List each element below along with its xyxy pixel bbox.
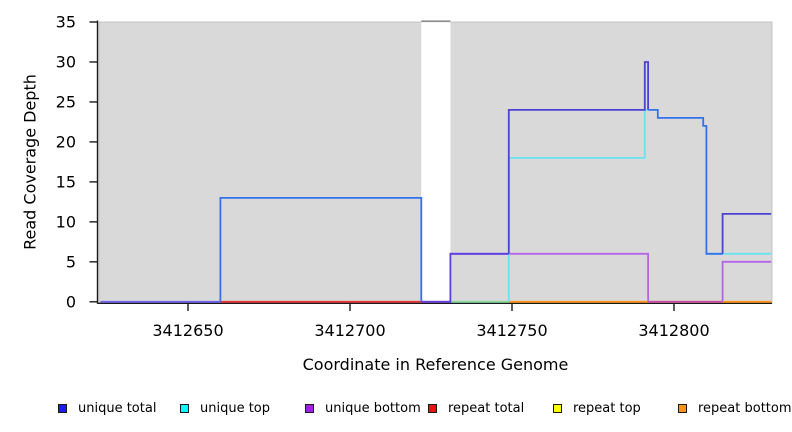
y-tick-label: 15 (56, 172, 76, 191)
x-axis-title: Coordinate in Reference Genome (302, 355, 569, 374)
y-axis-title: Read Coverage Depth (20, 74, 40, 250)
x-tick-label: 3412650 (152, 321, 223, 340)
legend-label: unique top (200, 401, 271, 416)
y-tick-label: 10 (56, 212, 76, 231)
coverage-trace-segment (721, 260, 772, 302)
legend-item-repeat-total: repeat total (428, 401, 524, 416)
legend-label: unique bottom (325, 401, 421, 416)
repeat-top-swatch-icon (553, 404, 562, 413)
y-tick-label: 5 (66, 252, 76, 271)
coverage-trace-segment (721, 212, 772, 254)
coverage-trace-segment (648, 109, 723, 255)
y-tick-label: 30 (56, 52, 76, 71)
legend-item-repeat-bottom: repeat bottom (678, 401, 792, 416)
legend-label: repeat top (573, 401, 641, 416)
legend-label: unique total (78, 401, 157, 416)
repeat-bottom-swatch-icon (678, 404, 687, 413)
coverage-trace-segment (450, 252, 649, 302)
unique-top-swatch-icon (180, 404, 189, 413)
coverage-trace-segment (421, 252, 509, 303)
y-tick-label: 20 (56, 132, 76, 151)
masked-region-band (421, 22, 451, 303)
y-tick-label: 25 (56, 92, 76, 111)
legend-item-unique-bottom: unique bottom (305, 401, 421, 416)
masked-region-top-bar (421, 20, 451, 23)
x-tick-label: 3412800 (638, 321, 709, 340)
repeat-total-swatch-icon (428, 404, 437, 413)
unique-total-swatch-icon (58, 404, 67, 413)
legend-item-unique-top: unique top (180, 401, 270, 416)
legend-item-unique-total: unique total (58, 401, 156, 416)
unique-bottom-swatch-icon (305, 404, 314, 413)
coverage-trace-segment (219, 196, 423, 302)
legend-label: repeat total (448, 401, 525, 416)
legend-item-repeat-top: repeat top (553, 401, 641, 416)
x-tick-label: 3412750 (476, 321, 547, 340)
x-tick-label: 3412700 (314, 321, 385, 340)
y-tick-label: 35 (56, 13, 76, 32)
y-tick-label: 0 (66, 292, 76, 311)
legend-label: repeat bottom (698, 401, 792, 416)
coverage-trace-segment (507, 61, 649, 254)
